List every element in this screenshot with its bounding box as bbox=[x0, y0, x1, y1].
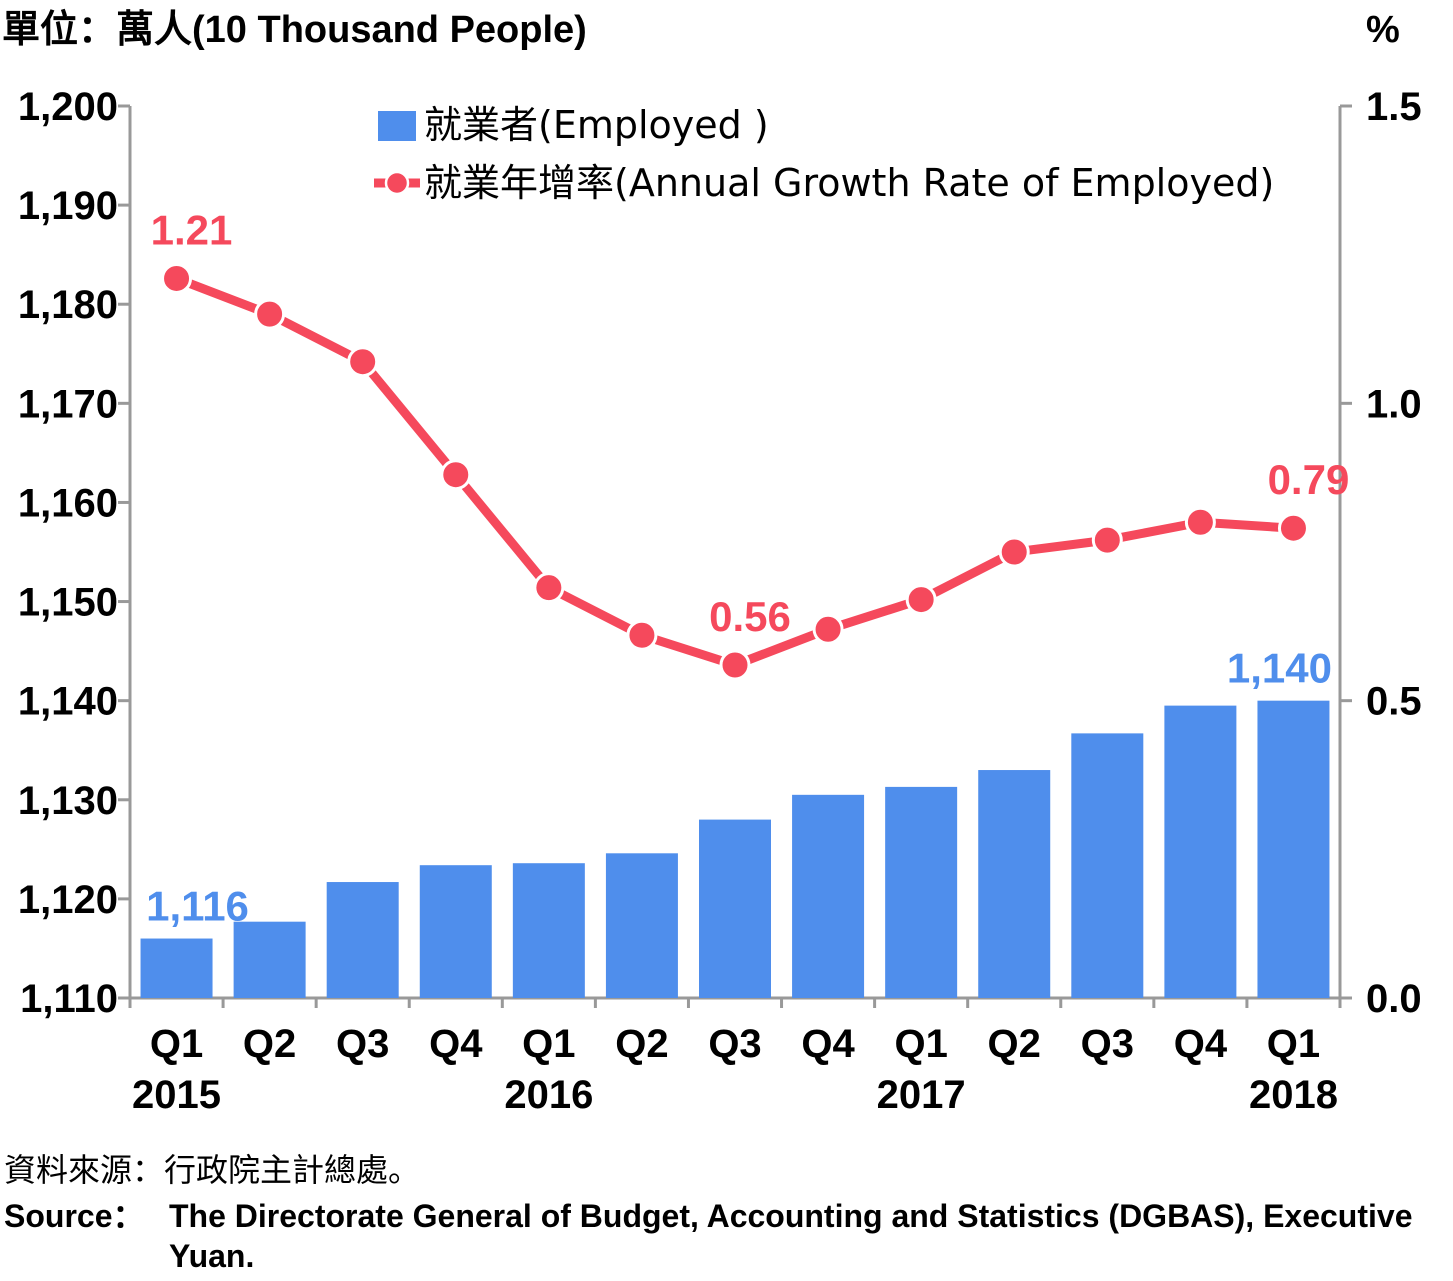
bar bbox=[1164, 705, 1237, 998]
x-tick-label: Q1 bbox=[1267, 1022, 1320, 1066]
right-axis-unit: % bbox=[1366, 9, 1400, 51]
left-axis-unit: 單位：萬人(10 Thousand People) bbox=[2, 9, 587, 51]
x-tick-label: Q1 bbox=[894, 1022, 947, 1066]
employment-chart: 單位：萬人(10 Thousand People) % 1,1101,1201,… bbox=[2, 9, 1422, 1117]
line-point bbox=[998, 536, 1030, 568]
line-point bbox=[719, 649, 751, 681]
line-point bbox=[1184, 506, 1216, 538]
year-label: 2018 bbox=[1249, 1073, 1338, 1117]
x-tick-label: Q1 bbox=[522, 1022, 575, 1066]
x-tick-label: Q4 bbox=[429, 1022, 483, 1066]
left-tick-label: 1,130 bbox=[18, 779, 118, 823]
left-tick-label: 1,160 bbox=[18, 481, 118, 525]
right-tick-label: 0.5 bbox=[1366, 680, 1422, 724]
legend: 就業者(Employed ) 就業年增率(Annual Growth Rate … bbox=[374, 103, 1274, 205]
year-label: 2015 bbox=[132, 1073, 221, 1117]
line-point bbox=[905, 584, 937, 616]
year-label: 2017 bbox=[877, 1073, 966, 1117]
line-data-label: 0.79 bbox=[1268, 456, 1350, 503]
x-tick-label: Q4 bbox=[801, 1022, 855, 1066]
right-tick-label: 1.5 bbox=[1366, 85, 1422, 129]
x-tick-label: Q3 bbox=[1081, 1022, 1134, 1066]
x-tick-label: Q4 bbox=[1174, 1022, 1228, 1066]
line-point bbox=[440, 459, 472, 491]
line-point bbox=[812, 613, 844, 645]
line-data-label: 0.56 bbox=[709, 593, 791, 640]
left-tick-label: 1,180 bbox=[18, 283, 118, 327]
legend-bar-label: 就業者(Employed ) bbox=[424, 103, 769, 147]
bar bbox=[512, 863, 585, 998]
bar bbox=[1257, 700, 1330, 998]
axes: 1,110 1,120 1,130 1,140 1,150 1,160 1,170 1,180… bbox=[18, 85, 1422, 1117]
line-data-label: 1.21 bbox=[151, 206, 233, 253]
source-text: The Directorate General of Budget, Accou… bbox=[169, 1198, 1413, 1274]
bar bbox=[1071, 733, 1144, 998]
line-point bbox=[254, 298, 286, 330]
legend-line-marker bbox=[384, 170, 410, 196]
bar bbox=[419, 865, 492, 998]
bar bbox=[326, 882, 399, 998]
line-point bbox=[347, 346, 379, 378]
source-label: Source： bbox=[4, 1198, 145, 1234]
line-point bbox=[1091, 524, 1123, 556]
x-tick-label: Q2 bbox=[988, 1022, 1041, 1066]
source-note-en: Source： The Directorate General of Budge… bbox=[4, 1196, 1449, 1276]
left-tick-label: 1,140 bbox=[18, 680, 118, 724]
left-tick-label: 1,120 bbox=[18, 878, 118, 922]
bar bbox=[792, 794, 865, 998]
bar-data-label: 1,116 bbox=[146, 883, 249, 930]
legend-bar-swatch bbox=[378, 111, 416, 141]
source-note-zh: 資料來源：行政院主計總處。 bbox=[4, 1151, 421, 1189]
x-tick-label: Q3 bbox=[336, 1022, 389, 1066]
x-tick-label: Q2 bbox=[243, 1022, 296, 1066]
bar bbox=[233, 921, 306, 998]
bar bbox=[885, 786, 958, 998]
x-tick-label: Q2 bbox=[615, 1022, 668, 1066]
right-tick-label: 1.0 bbox=[1366, 382, 1422, 426]
left-tick-label: 1,110 bbox=[20, 977, 118, 1021]
bar bbox=[605, 853, 678, 998]
line-point bbox=[1277, 512, 1309, 544]
left-tick-label: 1,150 bbox=[18, 581, 118, 625]
year-label: 2016 bbox=[504, 1073, 593, 1117]
bar-data-label: 1,140 bbox=[1227, 645, 1332, 692]
bar bbox=[978, 770, 1051, 998]
x-tick-label: Q3 bbox=[708, 1022, 761, 1066]
line-point bbox=[161, 262, 193, 294]
left-tick-label: 1,170 bbox=[18, 382, 118, 426]
bar bbox=[140, 938, 213, 998]
data-labels: 1,116 1,140 1.21 0.56 0.79 bbox=[146, 206, 1349, 929]
line-point bbox=[626, 619, 658, 651]
legend-line-label: 就業年增率(Annual Growth Rate of Employed) bbox=[424, 161, 1274, 205]
line-point bbox=[533, 572, 565, 604]
x-tick-label: Q1 bbox=[150, 1022, 203, 1066]
left-tick-label: 1,190 bbox=[18, 184, 118, 228]
left-tick-label: 1,200 bbox=[18, 85, 118, 129]
bar-series bbox=[140, 700, 1330, 998]
bar bbox=[699, 819, 771, 998]
right-tick-label: 0.0 bbox=[1366, 977, 1422, 1021]
line-series bbox=[161, 262, 1309, 681]
